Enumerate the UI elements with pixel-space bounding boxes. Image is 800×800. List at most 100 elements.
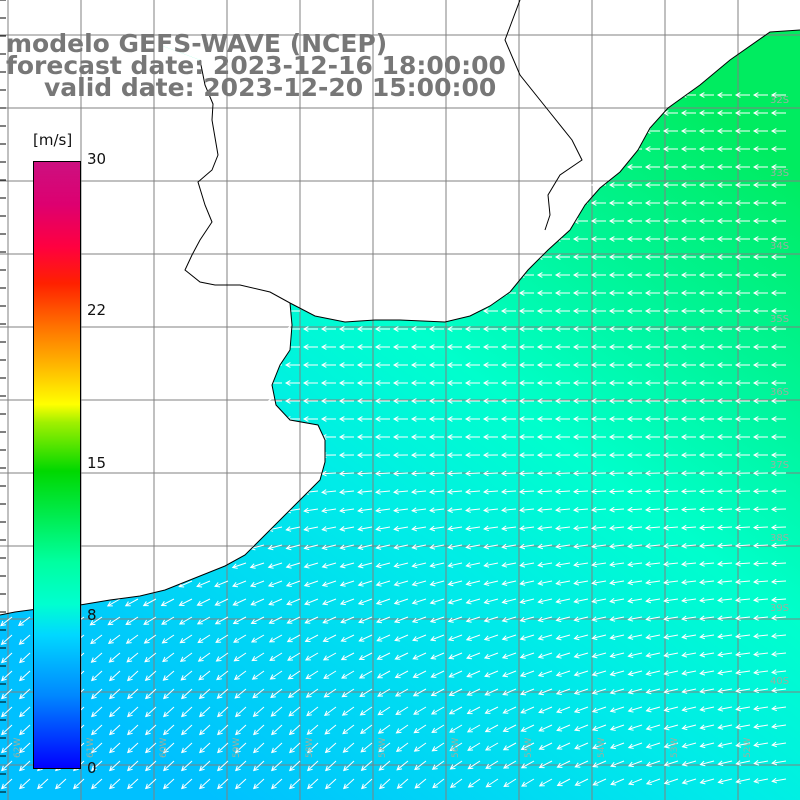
wind-arrow	[644, 380, 660, 386]
wind-arrow	[518, 416, 534, 422]
wind-arrow	[393, 489, 409, 495]
wind-arrow	[519, 652, 535, 659]
wind-arrow	[608, 506, 625, 513]
wind-arrow	[752, 164, 768, 170]
wind-arrow	[770, 506, 787, 513]
wind-arrow	[288, 760, 301, 772]
wind-arrow	[717, 579, 733, 585]
wind-arrow	[252, 742, 265, 754]
wind-arrow	[356, 326, 372, 332]
wind-arrow	[216, 742, 229, 754]
wind-arrow	[716, 362, 732, 368]
valid-date: valid date: 2023-12-20 15:00:00	[44, 73, 497, 102]
wind-arrow	[339, 507, 355, 514]
wind-arrow	[393, 598, 409, 605]
wind-arrow	[680, 290, 696, 296]
wind-arrow	[626, 326, 642, 332]
wind-arrow	[18, 652, 31, 664]
wind-arrow	[555, 688, 571, 696]
wind-arrow	[287, 652, 301, 661]
wind-arrow	[699, 760, 715, 767]
wind-arrow	[126, 724, 139, 736]
wind-arrow	[681, 615, 697, 622]
wind-arrow	[716, 326, 732, 332]
wind-arrow	[321, 507, 337, 514]
wind-arrow	[216, 778, 229, 790]
wind-arrow	[321, 489, 337, 495]
wind-arrow	[448, 652, 463, 660]
wind-arrow	[180, 724, 193, 736]
wind-arrow	[413, 742, 427, 752]
wind-arrow	[573, 616, 589, 623]
wind-arrow	[662, 254, 678, 260]
wind-arrow	[285, 544, 301, 551]
wind-arrow	[572, 290, 588, 296]
wind-arrow	[752, 326, 768, 332]
wind-arrow	[662, 236, 678, 242]
wind-arrow	[252, 706, 265, 717]
wind-arrow	[608, 470, 625, 477]
wind-arrow	[393, 507, 409, 514]
wind-arrow	[198, 760, 211, 772]
wind-arrow	[716, 506, 733, 513]
wind-arrow	[752, 182, 768, 188]
wind-arrow	[216, 724, 229, 736]
wind-arrow	[503, 778, 517, 788]
wind-arrow	[734, 128, 750, 134]
wind-arrow	[466, 652, 481, 660]
wind-arrow	[680, 416, 696, 422]
wind-arrow	[483, 562, 499, 568]
wind-arrow	[662, 398, 678, 404]
wind-arrow	[18, 670, 31, 682]
wind-arrow	[107, 616, 121, 626]
wind-arrow	[144, 652, 157, 663]
wind-arrow	[180, 760, 193, 772]
wind-arrow	[305, 670, 319, 680]
wind-arrow	[144, 670, 157, 682]
wind-arrow	[572, 452, 589, 458]
wind-arrow	[626, 488, 643, 495]
wind-arrow	[483, 580, 499, 587]
wind-arrow	[467, 778, 481, 788]
wind-arrow	[304, 634, 319, 643]
wind-arrow	[572, 272, 588, 278]
wind-arrow	[770, 596, 787, 603]
wind-arrow	[198, 688, 211, 700]
wind-arrow	[143, 616, 157, 625]
wind-arrow	[734, 362, 750, 368]
wind-arrow	[556, 760, 571, 768]
wind-arrow	[556, 724, 571, 732]
wind-arrow	[90, 760, 103, 772]
wind-arrow	[770, 488, 787, 495]
wind-arrow	[555, 561, 571, 568]
wind-arrow	[716, 182, 732, 188]
wind-arrow	[662, 218, 678, 224]
wind-arrow	[699, 561, 715, 567]
wind-arrow	[609, 616, 625, 622]
wind-arrow	[752, 380, 768, 386]
lon-label-61w: 61W	[86, 737, 96, 758]
wind-arrow	[321, 598, 337, 606]
wind-arrow	[0, 688, 13, 700]
wind-arrow	[411, 580, 427, 587]
wind-arrow	[234, 760, 247, 772]
wind-arrow	[574, 724, 589, 732]
wind-arrow	[716, 92, 732, 98]
wind-arrow	[770, 578, 787, 585]
wind-arrow	[410, 362, 426, 368]
wind-arrow	[90, 652, 103, 663]
wind-arrow	[770, 524, 787, 531]
wind-arrow	[538, 724, 553, 732]
wind-arrow	[716, 272, 732, 278]
wind-arrow	[412, 670, 427, 678]
wind-arrow	[357, 489, 373, 495]
wind-arrow	[321, 562, 337, 569]
wind-arrow	[501, 652, 517, 660]
wind-arrow	[572, 362, 588, 368]
wind-arrow	[627, 634, 643, 640]
wind-arrow	[482, 362, 498, 368]
wind-arrow	[374, 344, 390, 350]
wind-arrow	[449, 778, 463, 788]
wind-arrow	[18, 634, 31, 645]
wind-arrow	[716, 416, 732, 422]
